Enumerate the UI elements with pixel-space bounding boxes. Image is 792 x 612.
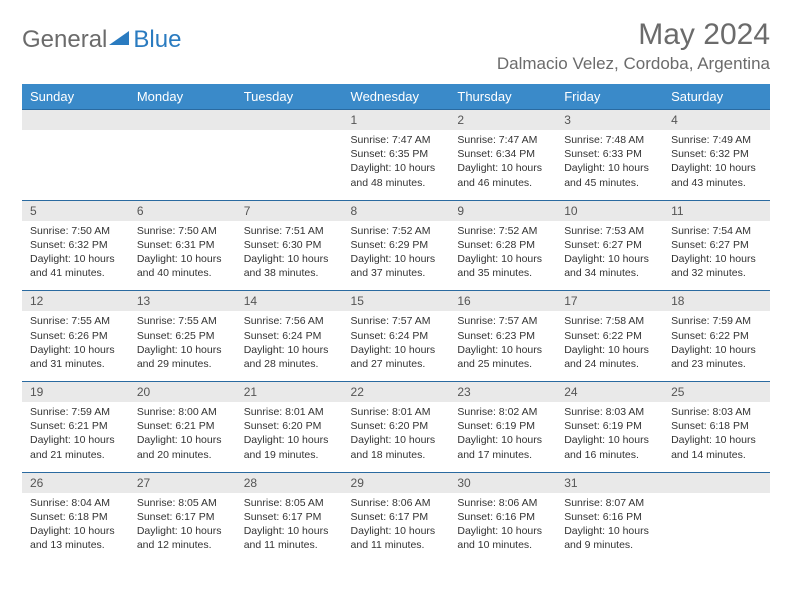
day-number: 15 <box>343 291 450 312</box>
day-cell: Sunrise: 7:55 AMSunset: 6:25 PMDaylight:… <box>129 311 236 381</box>
day-number: 16 <box>449 291 556 312</box>
day-number: 30 <box>449 472 556 493</box>
logo-triangle-icon <box>109 26 131 54</box>
day-number: 5 <box>22 200 129 221</box>
weekday-header: Sunday <box>22 84 129 110</box>
day-number <box>236 110 343 131</box>
day-cell: Sunrise: 7:59 AMSunset: 6:21 PMDaylight:… <box>22 402 129 472</box>
day-number: 6 <box>129 200 236 221</box>
day-cell: Sunrise: 7:50 AMSunset: 6:31 PMDaylight:… <box>129 221 236 291</box>
day-number-row: 567891011 <box>22 200 770 221</box>
weekday-header: Monday <box>129 84 236 110</box>
day-number: 21 <box>236 382 343 403</box>
day-cell: Sunrise: 7:52 AMSunset: 6:28 PMDaylight:… <box>449 221 556 291</box>
day-cell <box>22 130 129 200</box>
weekday-header: Friday <box>556 84 663 110</box>
day-number: 10 <box>556 200 663 221</box>
day-number-row: 1234 <box>22 110 770 131</box>
day-number: 22 <box>343 382 450 403</box>
day-number <box>22 110 129 131</box>
day-cell: Sunrise: 7:59 AMSunset: 6:22 PMDaylight:… <box>663 311 770 381</box>
day-number: 17 <box>556 291 663 312</box>
weekday-header: Thursday <box>449 84 556 110</box>
day-cell <box>663 493 770 563</box>
day-cell: Sunrise: 8:02 AMSunset: 6:19 PMDaylight:… <box>449 402 556 472</box>
day-number: 27 <box>129 472 236 493</box>
logo: General Blue <box>22 26 181 54</box>
day-number: 11 <box>663 200 770 221</box>
month-title: May 2024 <box>497 18 770 52</box>
day-number-row: 12131415161718 <box>22 291 770 312</box>
day-cell: Sunrise: 8:03 AMSunset: 6:18 PMDaylight:… <box>663 402 770 472</box>
day-content-row: Sunrise: 8:04 AMSunset: 6:18 PMDaylight:… <box>22 493 770 563</box>
day-number: 25 <box>663 382 770 403</box>
day-cell: Sunrise: 7:47 AMSunset: 6:34 PMDaylight:… <box>449 130 556 200</box>
day-cell: Sunrise: 8:04 AMSunset: 6:18 PMDaylight:… <box>22 493 129 563</box>
day-cell: Sunrise: 7:54 AMSunset: 6:27 PMDaylight:… <box>663 221 770 291</box>
title-block: May 2024 Dalmacio Velez, Cordoba, Argent… <box>497 18 770 74</box>
day-number: 24 <box>556 382 663 403</box>
day-number: 7 <box>236 200 343 221</box>
day-number <box>129 110 236 131</box>
weekday-header-row: SundayMondayTuesdayWednesdayThursdayFrid… <box>22 84 770 110</box>
day-cell: Sunrise: 7:49 AMSunset: 6:32 PMDaylight:… <box>663 130 770 200</box>
day-number: 2 <box>449 110 556 131</box>
day-cell: Sunrise: 7:57 AMSunset: 6:23 PMDaylight:… <box>449 311 556 381</box>
day-content-row: Sunrise: 7:47 AMSunset: 6:35 PMDaylight:… <box>22 130 770 200</box>
day-cell: Sunrise: 7:53 AMSunset: 6:27 PMDaylight:… <box>556 221 663 291</box>
day-cell: Sunrise: 8:05 AMSunset: 6:17 PMDaylight:… <box>236 493 343 563</box>
logo-text-blue: Blue <box>133 26 181 54</box>
day-cell: Sunrise: 7:58 AMSunset: 6:22 PMDaylight:… <box>556 311 663 381</box>
location: Dalmacio Velez, Cordoba, Argentina <box>497 54 770 74</box>
day-number: 23 <box>449 382 556 403</box>
day-cell: Sunrise: 7:57 AMSunset: 6:24 PMDaylight:… <box>343 311 450 381</box>
weekday-header: Wednesday <box>343 84 450 110</box>
day-cell: Sunrise: 8:01 AMSunset: 6:20 PMDaylight:… <box>236 402 343 472</box>
day-number: 3 <box>556 110 663 131</box>
day-number: 8 <box>343 200 450 221</box>
day-number: 14 <box>236 291 343 312</box>
day-number: 9 <box>449 200 556 221</box>
day-number <box>663 472 770 493</box>
day-number: 29 <box>343 472 450 493</box>
day-cell: Sunrise: 7:48 AMSunset: 6:33 PMDaylight:… <box>556 130 663 200</box>
day-cell: Sunrise: 7:51 AMSunset: 6:30 PMDaylight:… <box>236 221 343 291</box>
logo-text-general: General <box>22 26 107 54</box>
day-cell: Sunrise: 8:06 AMSunset: 6:17 PMDaylight:… <box>343 493 450 563</box>
day-number: 1 <box>343 110 450 131</box>
day-content-row: Sunrise: 7:55 AMSunset: 6:26 PMDaylight:… <box>22 311 770 381</box>
day-content-row: Sunrise: 7:50 AMSunset: 6:32 PMDaylight:… <box>22 221 770 291</box>
day-cell: Sunrise: 8:00 AMSunset: 6:21 PMDaylight:… <box>129 402 236 472</box>
day-number: 26 <box>22 472 129 493</box>
day-cell: Sunrise: 8:07 AMSunset: 6:16 PMDaylight:… <box>556 493 663 563</box>
day-number: 31 <box>556 472 663 493</box>
day-number: 28 <box>236 472 343 493</box>
day-cell: Sunrise: 8:03 AMSunset: 6:19 PMDaylight:… <box>556 402 663 472</box>
header: General Blue May 2024 Dalmacio Velez, Co… <box>22 18 770 74</box>
day-cell: Sunrise: 8:06 AMSunset: 6:16 PMDaylight:… <box>449 493 556 563</box>
day-cell: Sunrise: 7:52 AMSunset: 6:29 PMDaylight:… <box>343 221 450 291</box>
day-cell: Sunrise: 8:05 AMSunset: 6:17 PMDaylight:… <box>129 493 236 563</box>
day-cell: Sunrise: 7:55 AMSunset: 6:26 PMDaylight:… <box>22 311 129 381</box>
day-cell: Sunrise: 7:56 AMSunset: 6:24 PMDaylight:… <box>236 311 343 381</box>
day-number: 13 <box>129 291 236 312</box>
day-cell: Sunrise: 7:47 AMSunset: 6:35 PMDaylight:… <box>343 130 450 200</box>
day-cell: Sunrise: 7:50 AMSunset: 6:32 PMDaylight:… <box>22 221 129 291</box>
day-number: 18 <box>663 291 770 312</box>
day-number-row: 19202122232425 <box>22 382 770 403</box>
day-content-row: Sunrise: 7:59 AMSunset: 6:21 PMDaylight:… <box>22 402 770 472</box>
calendar-table: SundayMondayTuesdayWednesdayThursdayFrid… <box>22 84 770 562</box>
day-number-row: 262728293031 <box>22 472 770 493</box>
day-cell <box>236 130 343 200</box>
day-number: 12 <box>22 291 129 312</box>
day-number: 19 <box>22 382 129 403</box>
day-number: 20 <box>129 382 236 403</box>
day-number: 4 <box>663 110 770 131</box>
day-cell <box>129 130 236 200</box>
weekday-header: Saturday <box>663 84 770 110</box>
day-cell: Sunrise: 8:01 AMSunset: 6:20 PMDaylight:… <box>343 402 450 472</box>
weekday-header: Tuesday <box>236 84 343 110</box>
